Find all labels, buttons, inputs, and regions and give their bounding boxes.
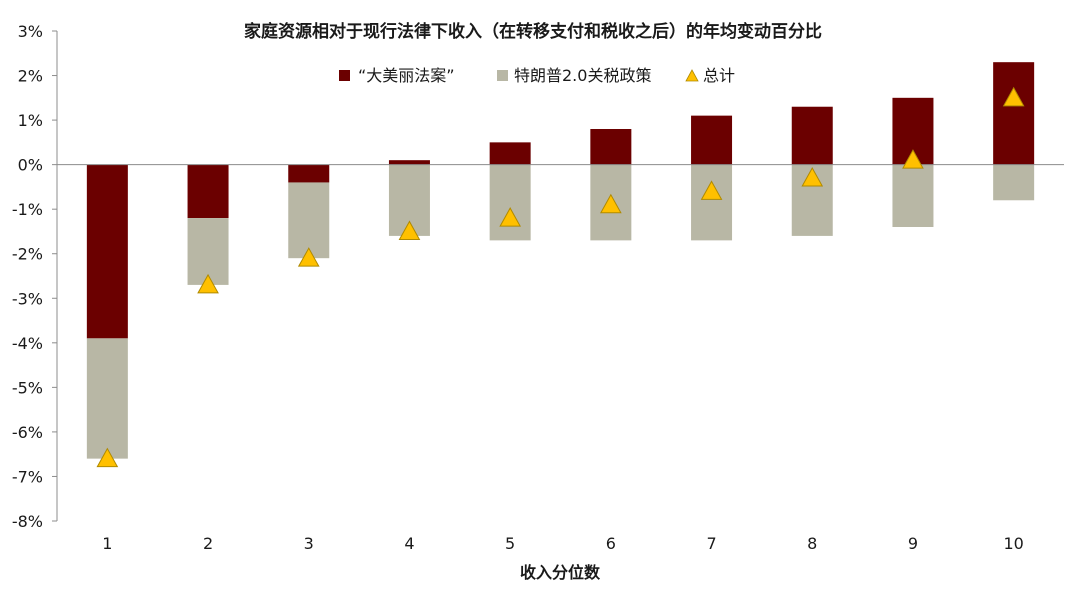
bar-bbb bbox=[187, 164, 229, 219]
legend-swatch-bbb bbox=[339, 70, 350, 81]
legend-item-tariff: 特朗普2.0关税政策 bbox=[497, 66, 651, 85]
y-tick-label: -6% bbox=[12, 423, 43, 442]
marker-total bbox=[1002, 86, 1025, 107]
x-tick-label: 8 bbox=[807, 534, 817, 553]
bar-bbb bbox=[691, 115, 733, 165]
y-tick-label: -2% bbox=[12, 245, 43, 264]
x-tick-label: 5 bbox=[505, 534, 515, 553]
legend-label-tariff: 特朗普2.0关税政策 bbox=[514, 66, 651, 85]
bar-tariff bbox=[489, 164, 531, 241]
x-tick-label: 1 bbox=[102, 534, 112, 553]
bar-bbb bbox=[288, 164, 330, 183]
bar-bbb bbox=[993, 62, 1035, 165]
legend: “大美丽法案” 特朗普2.0关税政策 总计 bbox=[339, 66, 735, 85]
bar-tariff bbox=[892, 164, 934, 227]
plot-area: 3% 2% 1% 0% -1% -2% -3% -4% -5% -6% -7% -8% 1 2 3 4 5 6 7 8… bbox=[12, 22, 1064, 553]
bar-tariff bbox=[288, 182, 330, 259]
legend-swatch-tariff bbox=[497, 70, 508, 81]
y-tick-label: -8% bbox=[12, 512, 43, 531]
marker-total bbox=[96, 447, 119, 468]
x-tick-label: 9 bbox=[908, 534, 918, 553]
y-tick-label: -1% bbox=[12, 200, 43, 219]
legend-label-total: 总计 bbox=[703, 66, 735, 85]
x-tick-label: 6 bbox=[606, 534, 616, 553]
bar-tariff bbox=[187, 218, 229, 285]
marker-total bbox=[499, 207, 521, 227]
x-tick-label: 4 bbox=[404, 534, 414, 553]
marker-total bbox=[297, 247, 320, 267]
marker-total bbox=[197, 273, 219, 294]
bar-bbb bbox=[791, 106, 833, 165]
marker-total bbox=[700, 180, 723, 200]
bar-bbb bbox=[86, 164, 128, 339]
legend-item-total: 总计 bbox=[685, 66, 735, 85]
x-tick-label: 3 bbox=[304, 534, 314, 553]
marker-total bbox=[902, 149, 924, 169]
marker-total bbox=[600, 193, 622, 214]
y-tick-label: 0% bbox=[18, 156, 43, 175]
bar-tariff bbox=[691, 164, 733, 241]
x-tick-label: 2 bbox=[203, 534, 213, 553]
legend-label-bbb: “大美丽法案” bbox=[358, 66, 455, 85]
y-tick-label: -4% bbox=[12, 334, 43, 353]
y-tick-label: 1% bbox=[18, 111, 43, 130]
y-tick-label: -3% bbox=[12, 289, 43, 308]
chart-title: 家庭资源相对于现行法律下收入（在转移支付和税收之后）的年均变动百分比 bbox=[244, 21, 822, 42]
bar-bbb bbox=[590, 129, 632, 165]
bar-tariff bbox=[993, 164, 1035, 201]
bar-bbb bbox=[388, 160, 430, 165]
y-tick-label: 3% bbox=[18, 22, 43, 41]
marker-total bbox=[398, 220, 421, 240]
legend-marker-total bbox=[685, 69, 699, 82]
y-tick-label: -7% bbox=[12, 467, 43, 486]
bar-bbb bbox=[489, 142, 531, 165]
x-tick-label: 7 bbox=[706, 534, 716, 553]
x-axis-title: 收入分位数 bbox=[520, 563, 601, 582]
bar-tariff bbox=[86, 338, 128, 459]
legend-item-bbb: “大美丽法案” bbox=[339, 66, 455, 85]
y-tick-label: 2% bbox=[18, 67, 43, 86]
marker-total bbox=[801, 166, 824, 187]
x-tick-label: 10 bbox=[1003, 534, 1023, 553]
y-tick-label: -5% bbox=[12, 378, 43, 397]
